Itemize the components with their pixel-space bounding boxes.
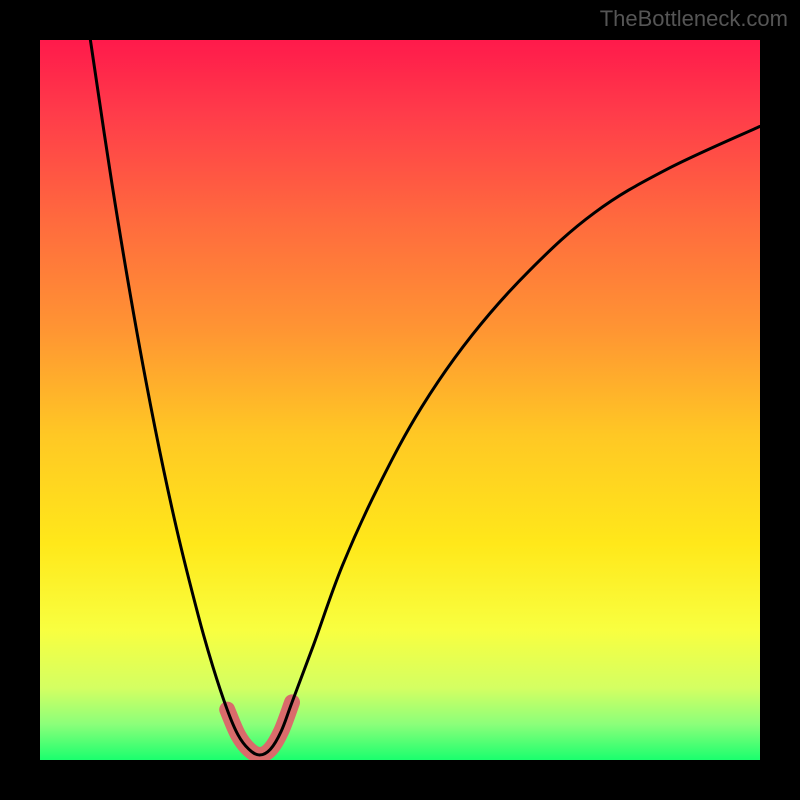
bottleneck-chart [0,0,800,800]
chart-container: TheBottleneck.com [0,0,800,800]
gradient-background [40,40,760,760]
watermark-text: TheBottleneck.com [600,6,788,32]
